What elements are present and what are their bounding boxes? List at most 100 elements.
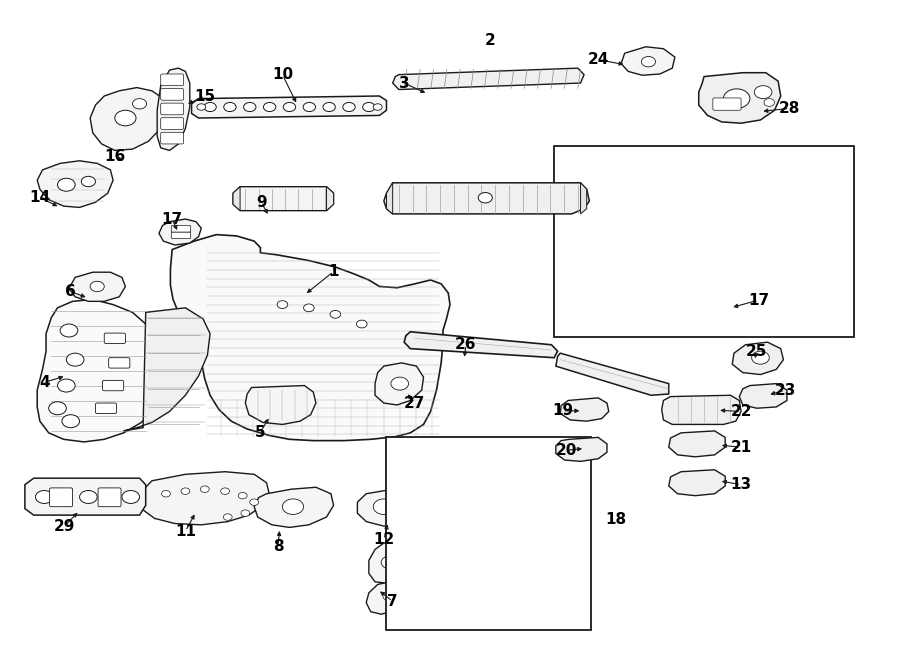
Circle shape — [79, 490, 97, 504]
Circle shape — [397, 497, 411, 508]
Text: 15: 15 — [194, 89, 215, 104]
FancyBboxPatch shape — [103, 380, 123, 391]
Text: 13: 13 — [731, 477, 752, 492]
Text: 4: 4 — [39, 375, 50, 390]
Circle shape — [724, 89, 750, 108]
Polygon shape — [233, 186, 334, 211]
Polygon shape — [404, 332, 558, 358]
Polygon shape — [192, 96, 386, 118]
Circle shape — [764, 98, 775, 106]
Text: 25: 25 — [746, 344, 768, 359]
Text: 26: 26 — [455, 337, 477, 352]
Circle shape — [223, 514, 232, 520]
Polygon shape — [69, 272, 125, 301]
Text: 10: 10 — [272, 67, 293, 82]
Circle shape — [220, 488, 230, 494]
Text: 11: 11 — [175, 524, 196, 539]
Circle shape — [81, 176, 95, 186]
Circle shape — [58, 379, 76, 392]
FancyBboxPatch shape — [171, 232, 191, 239]
Text: 16: 16 — [104, 149, 125, 165]
Circle shape — [330, 311, 340, 318]
FancyBboxPatch shape — [104, 333, 125, 344]
Polygon shape — [556, 353, 669, 395]
Bar — [554, 146, 854, 337]
Polygon shape — [654, 157, 662, 198]
Text: 23: 23 — [775, 383, 796, 398]
Polygon shape — [669, 431, 725, 457]
Polygon shape — [366, 582, 406, 614]
Circle shape — [284, 102, 295, 112]
Circle shape — [238, 492, 248, 499]
Circle shape — [391, 377, 409, 390]
FancyBboxPatch shape — [98, 488, 121, 507]
Polygon shape — [233, 186, 240, 211]
Polygon shape — [37, 299, 161, 442]
Polygon shape — [254, 487, 334, 527]
Circle shape — [181, 488, 190, 494]
Circle shape — [303, 304, 314, 312]
FancyBboxPatch shape — [161, 89, 184, 100]
Text: 3: 3 — [399, 75, 410, 91]
Text: 24: 24 — [588, 52, 609, 67]
FancyBboxPatch shape — [109, 358, 130, 368]
Polygon shape — [37, 161, 113, 208]
Polygon shape — [560, 398, 608, 421]
Circle shape — [690, 170, 707, 183]
FancyBboxPatch shape — [673, 297, 705, 307]
Bar — [385, 437, 591, 630]
Polygon shape — [140, 472, 269, 525]
Polygon shape — [580, 183, 587, 214]
Text: 6: 6 — [66, 284, 77, 299]
Text: 17: 17 — [748, 293, 770, 307]
FancyBboxPatch shape — [95, 403, 117, 413]
Polygon shape — [369, 541, 410, 583]
Circle shape — [478, 192, 492, 203]
Circle shape — [60, 324, 77, 337]
Circle shape — [204, 102, 216, 112]
Text: 27: 27 — [404, 395, 426, 410]
FancyBboxPatch shape — [673, 284, 705, 294]
Polygon shape — [669, 470, 725, 496]
Circle shape — [754, 86, 772, 98]
Polygon shape — [327, 186, 334, 211]
Text: 1: 1 — [328, 264, 338, 279]
Circle shape — [35, 490, 53, 504]
Circle shape — [122, 490, 140, 504]
Circle shape — [58, 178, 76, 191]
Circle shape — [224, 102, 236, 112]
FancyBboxPatch shape — [161, 103, 184, 115]
Circle shape — [277, 301, 288, 309]
Text: 14: 14 — [30, 190, 50, 205]
Polygon shape — [170, 235, 450, 441]
FancyBboxPatch shape — [161, 132, 184, 144]
FancyBboxPatch shape — [161, 74, 184, 86]
Circle shape — [383, 591, 397, 602]
Text: 29: 29 — [54, 519, 76, 533]
Polygon shape — [651, 157, 742, 198]
Text: 19: 19 — [553, 403, 573, 418]
Text: 20: 20 — [555, 443, 577, 458]
Polygon shape — [246, 385, 316, 424]
Circle shape — [303, 102, 316, 112]
Circle shape — [90, 282, 104, 292]
Polygon shape — [698, 73, 781, 123]
Polygon shape — [158, 68, 190, 151]
Polygon shape — [25, 478, 146, 515]
Circle shape — [49, 402, 67, 414]
Text: 2: 2 — [484, 33, 495, 48]
Polygon shape — [375, 363, 424, 405]
Text: 7: 7 — [387, 594, 398, 609]
Circle shape — [197, 104, 206, 110]
Circle shape — [323, 102, 336, 112]
Polygon shape — [733, 342, 783, 375]
Text: 17: 17 — [162, 212, 183, 227]
Polygon shape — [392, 68, 584, 89]
Circle shape — [382, 556, 399, 569]
Circle shape — [343, 102, 356, 112]
Polygon shape — [621, 47, 675, 75]
FancyBboxPatch shape — [50, 488, 73, 507]
Text: 21: 21 — [731, 440, 752, 455]
Circle shape — [162, 490, 170, 497]
Text: 8: 8 — [273, 539, 284, 554]
